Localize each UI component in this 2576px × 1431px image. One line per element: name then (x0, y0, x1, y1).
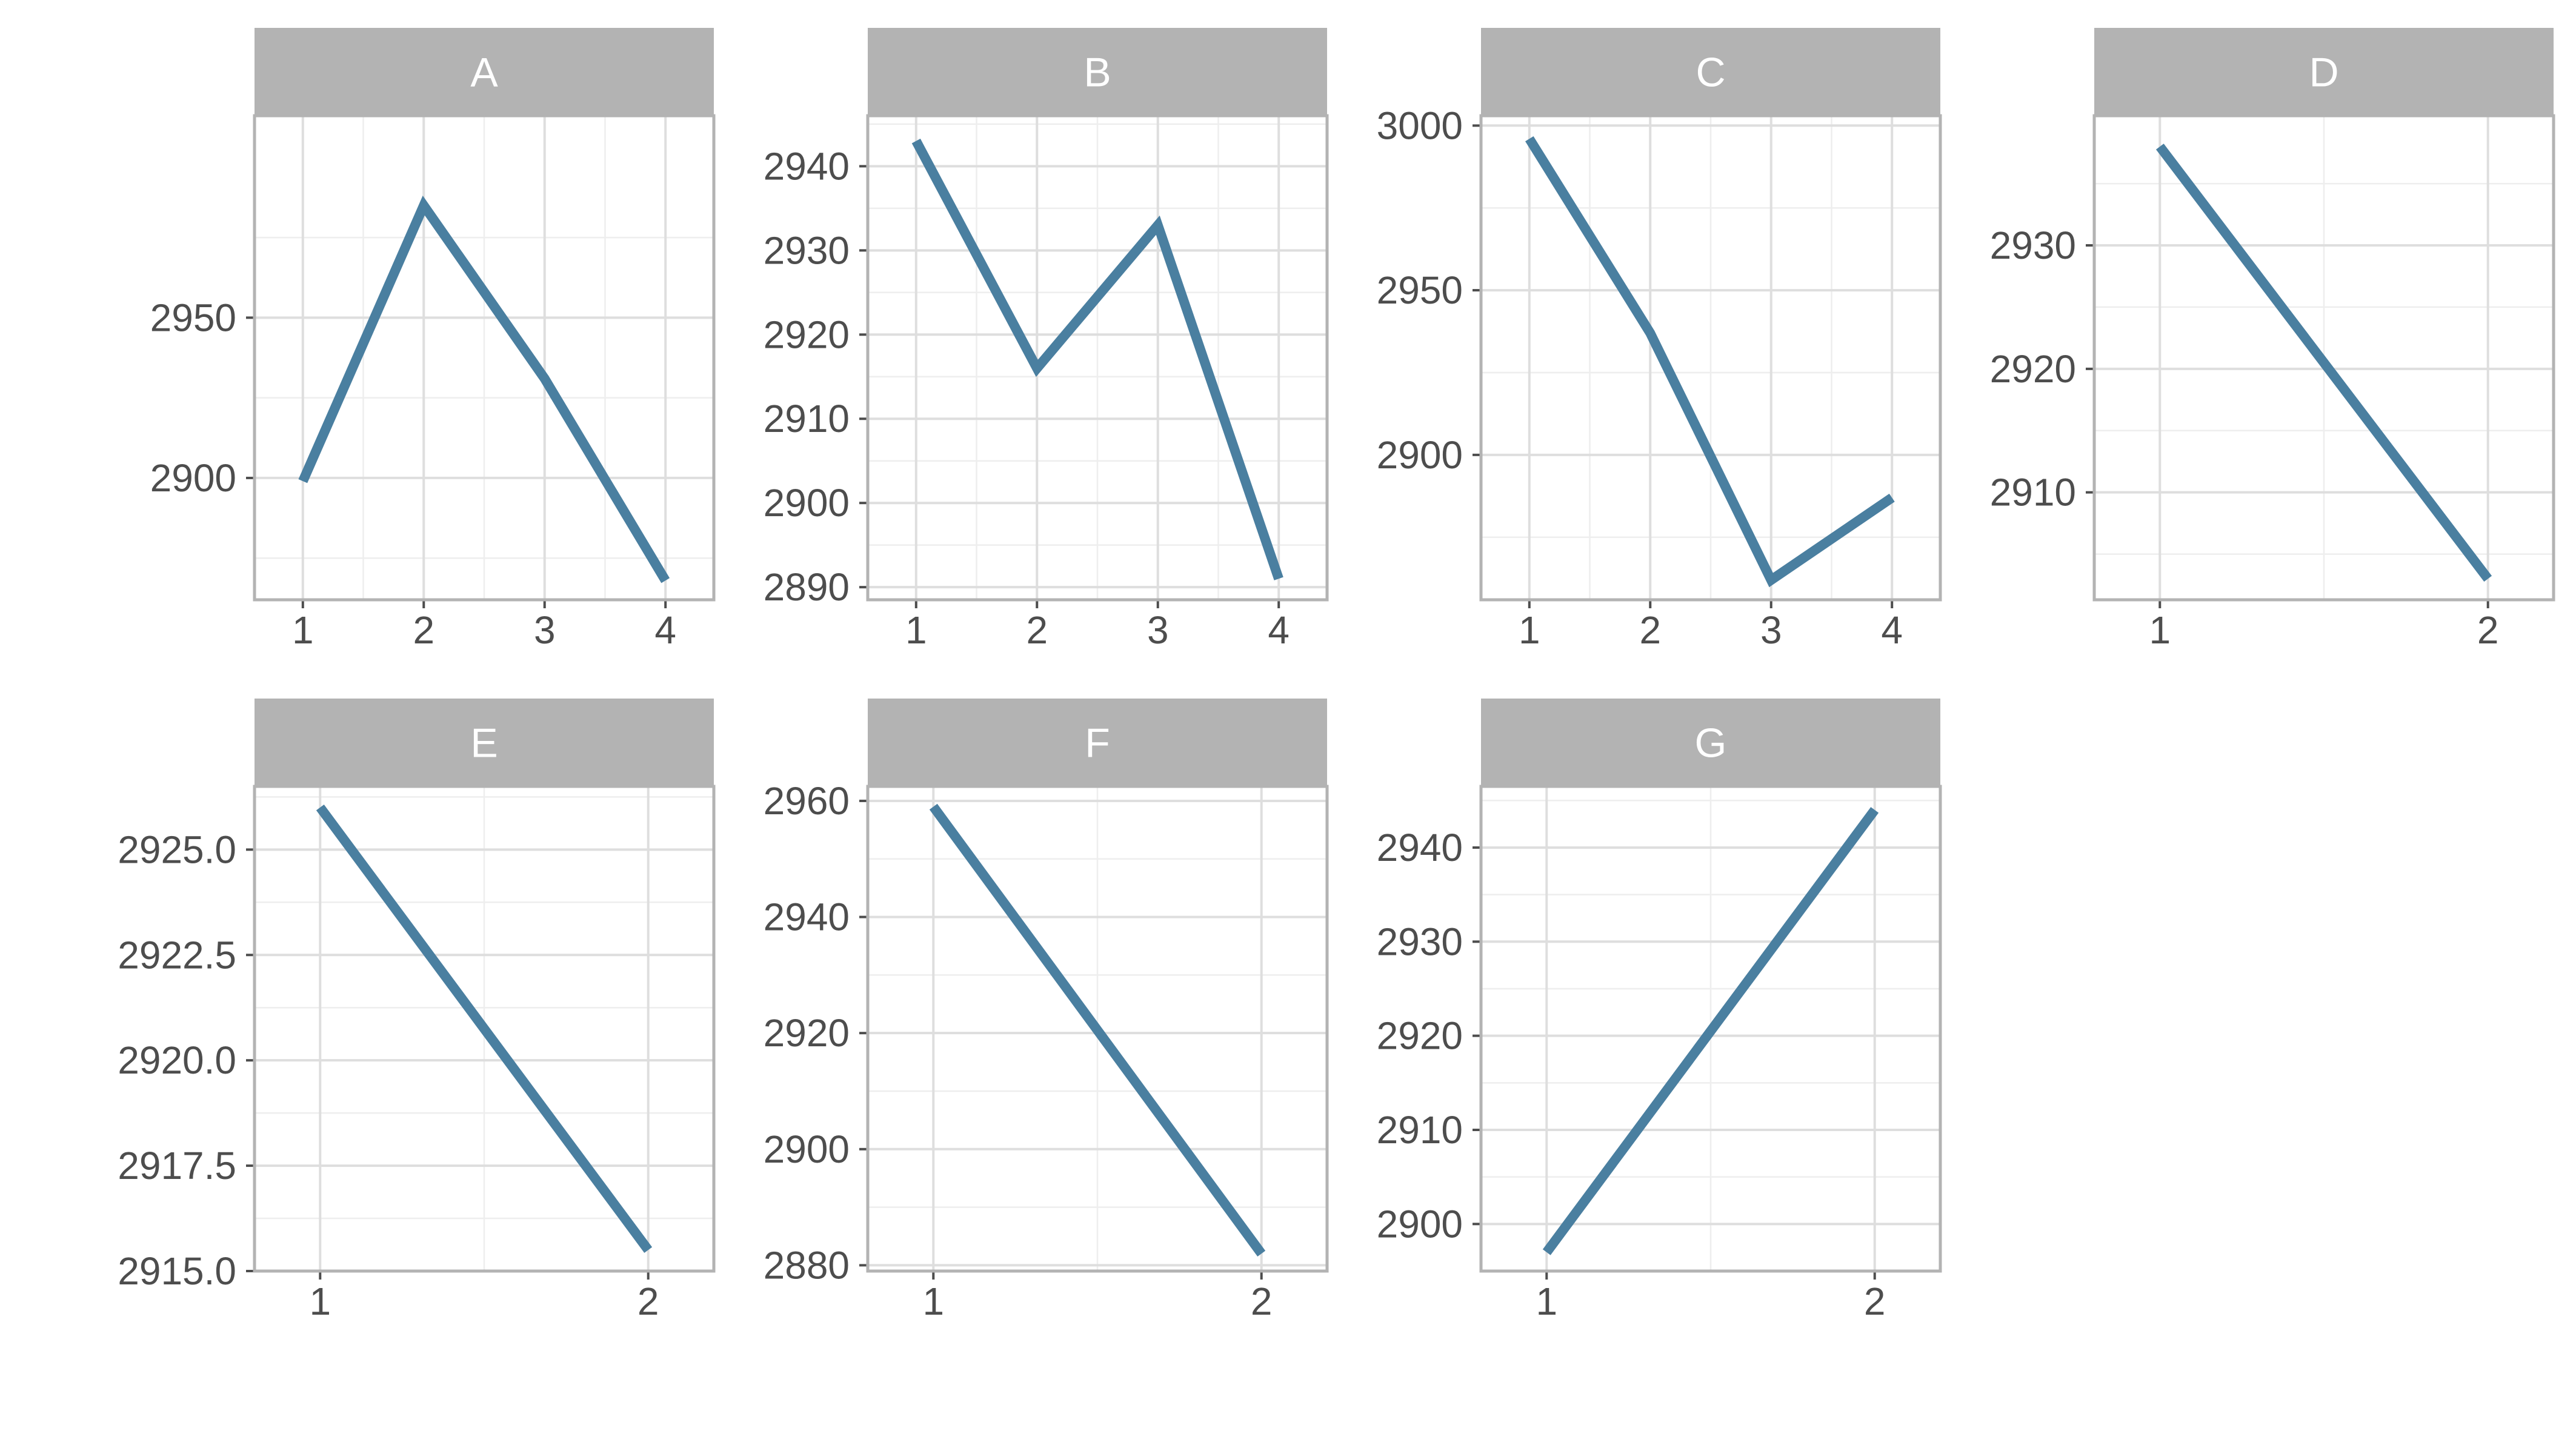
panel-c-y-tick-label: 3000 (1377, 104, 1463, 147)
panel-b-x-tick-label: 4 (1268, 608, 1290, 652)
panel-a-y-tick-label: 2900 (150, 456, 236, 500)
panel-c-y-tick-label: 2900 (1377, 433, 1463, 477)
panel-f-x-tick-label: 2 (1251, 1280, 1273, 1323)
panel-a-series-line (298, 195, 670, 583)
panel-g-strip-label: G (1695, 720, 1727, 766)
panel-d-y-tick-label: 2930 (1990, 224, 2076, 267)
panel-f-x-tick-label: 1 (922, 1280, 944, 1323)
panel-f-series-line (929, 803, 1266, 1257)
panel-d-strip (2094, 28, 2554, 116)
panel-f-y-tick-label: 2880 (764, 1243, 850, 1287)
panel-c-strip (1481, 28, 1940, 116)
panel-d-strip-label: D (2309, 50, 2338, 96)
panel-b-y-tick-label: 2930 (764, 228, 850, 272)
panel-c-series-line (1525, 136, 1895, 588)
panel-f-y-tick-label: 2900 (764, 1127, 850, 1171)
panel-b-y-tick-label: 2910 (764, 397, 850, 440)
panel-e-y-tick-label: 2922.5 (118, 933, 236, 977)
panel-a-x-tick-label: 4 (654, 608, 676, 652)
panel-c-x-tick-label: 1 (1519, 608, 1540, 652)
panel-b-x-tick-label: 3 (1147, 608, 1169, 652)
panel-a-x-tick-label: 3 (534, 608, 556, 652)
panel-e-y-tick-label: 2925.0 (118, 828, 236, 871)
panel-f-y-tick-label: 2960 (764, 779, 850, 823)
panel-c-strip-label: C (1696, 50, 1725, 96)
panel-g-y-tick-label: 2920 (1377, 1014, 1463, 1058)
panel-g-y-tick-label: 2940 (1377, 826, 1463, 869)
panel-d-y-tick-label: 2920 (1990, 347, 2076, 391)
panel-a-y-tick-label: 2950 (150, 296, 236, 339)
panel-c-y-tick-label: 2950 (1377, 268, 1463, 312)
panel-c-x-tick-label: 4 (1881, 608, 1903, 652)
panel-g-strip (1481, 699, 1940, 786)
panel-g-x-tick-label: 1 (1536, 1280, 1557, 1323)
panel-d-y-tick-label: 2910 (1990, 471, 2076, 514)
panel-b-x-tick-label: 1 (905, 608, 927, 652)
panel-b-y-tick-label: 2940 (764, 144, 850, 188)
panel-b-series-line (911, 138, 1283, 580)
panel-f-y-tick-label: 2940 (764, 895, 850, 939)
panel-c-x-tick-label: 3 (1760, 608, 1782, 652)
panel-a-x-tick-label: 2 (413, 608, 434, 652)
panel-g-x-tick-label: 2 (1864, 1280, 1886, 1323)
panel-b-strip (868, 28, 1327, 116)
panel-e-y-tick-label: 2915.0 (118, 1249, 236, 1293)
panel-a-x-tick-label: 1 (292, 608, 314, 652)
panel-d-x-tick-label: 2 (2477, 608, 2499, 652)
panel-b-y-tick-label: 2890 (764, 565, 850, 609)
panel-f-strip-label: F (1085, 720, 1110, 766)
panel-g-series-line (1542, 807, 1879, 1255)
panel-e-x-tick-label: 1 (309, 1280, 331, 1323)
panel-e-y-tick-label: 2920.0 (118, 1038, 236, 1082)
panel-e-strip-label: E (470, 720, 498, 766)
panel-b-strip-label: B (1083, 50, 1111, 96)
panel-f-strip (868, 699, 1327, 786)
panel-g-y-tick-label: 2900 (1377, 1202, 1463, 1246)
panel-a-strip-label: A (470, 50, 498, 96)
panel-e-y-tick-label: 2917.5 (118, 1144, 236, 1187)
panel-d-series-line (2155, 144, 2492, 582)
panel-a-strip (255, 28, 714, 116)
panel-d-x-tick-label: 1 (2149, 608, 2171, 652)
panel-b-y-tick-label: 2900 (764, 481, 850, 525)
panel-g-y-tick-label: 2930 (1377, 920, 1463, 963)
panel-c-x-tick-label: 2 (1639, 608, 1661, 652)
panel-e-series-line (316, 805, 653, 1253)
panel-b-y-tick-label: 2920 (764, 313, 850, 356)
panel-g-y-tick-label: 2910 (1377, 1108, 1463, 1152)
panel-f-y-tick-label: 2920 (764, 1011, 850, 1055)
panel-e-x-tick-label: 2 (637, 1280, 659, 1323)
panel-e-strip (255, 699, 714, 786)
panel-b-x-tick-label: 2 (1026, 608, 1048, 652)
